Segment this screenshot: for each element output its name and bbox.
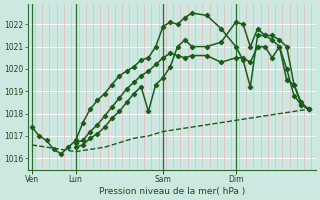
X-axis label: Pression niveau de la mer( hPa ): Pression niveau de la mer( hPa ) (99, 187, 245, 196)
